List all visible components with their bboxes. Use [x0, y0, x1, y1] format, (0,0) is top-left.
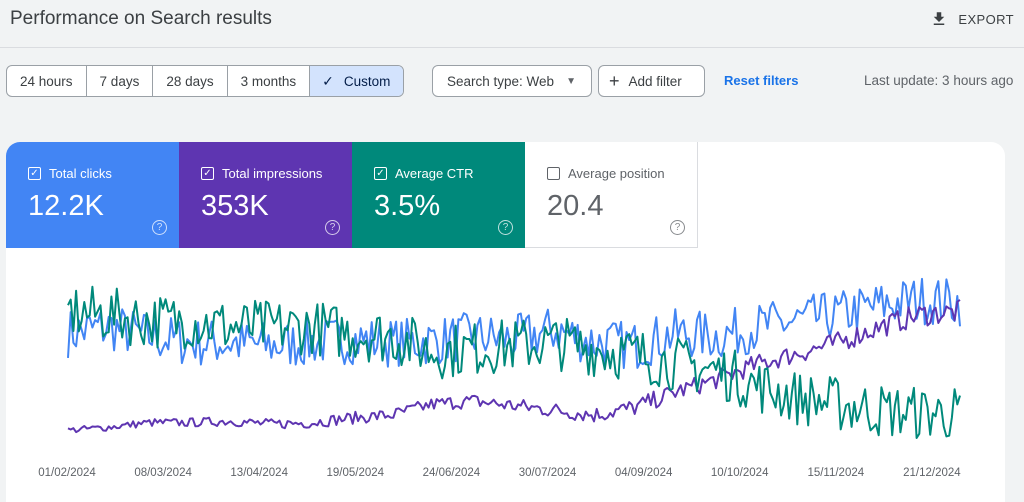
range-28-days[interactable]: 28 days	[153, 66, 228, 96]
export-button[interactable]: EXPORT	[930, 8, 1014, 30]
checkbox-unchecked-icon[interactable]	[547, 167, 560, 180]
x-tick-label: 10/10/2024	[711, 467, 769, 479]
caret-down-icon: ▼	[566, 75, 576, 87]
metric-value: 353K	[201, 190, 269, 222]
search-type-dropdown[interactable]: Search type: Web ▼	[432, 65, 592, 97]
plus-icon: +	[609, 71, 620, 91]
help-icon[interactable]: ?	[498, 220, 513, 235]
range-label: 7 days	[99, 73, 140, 89]
series-line-average-ctr	[67, 285, 961, 439]
download-icon	[934, 12, 945, 25]
export-label: EXPORT	[958, 11, 1014, 27]
performance-card: ✓ Total clicks 12.2K ? ✓ Total impressions…	[6, 142, 1005, 502]
x-tick-label: 24/06/2024	[423, 467, 481, 479]
range-custom[interactable]: ✓ Custom	[310, 66, 404, 96]
range-24-hours[interactable]: 24 hours	[7, 66, 87, 96]
x-tick-label: 30/07/2024	[519, 467, 577, 479]
help-icon[interactable]: ?	[325, 220, 340, 235]
help-icon[interactable]: ?	[152, 220, 167, 235]
check-icon: ✓	[322, 72, 334, 89]
range-label: 28 days	[166, 73, 214, 89]
metric-tile-total-impressions[interactable]: ✓ Total impressions 353K ?	[179, 142, 352, 248]
range-3-months[interactable]: 3 months	[228, 66, 311, 96]
metric-value: 3.5%	[374, 190, 441, 222]
range-label: Custom	[343, 73, 391, 89]
x-tick-label: 04/09/2024	[615, 467, 673, 479]
search-type-label: Search type: Web	[447, 73, 555, 89]
metric-tile-average-ctr[interactable]: ✓ Average CTR 3.5% ?	[352, 142, 525, 248]
metric-value: 12.2K	[28, 190, 104, 222]
x-tick-label: 01/02/2024	[38, 467, 96, 479]
metric-label: Average position	[568, 166, 665, 181]
range-label: 24 hours	[20, 73, 73, 89]
checkbox-checked-icon[interactable]: ✓	[374, 167, 387, 180]
metric-label: Total impressions	[222, 166, 323, 181]
x-tick-label: 13/04/2024	[230, 467, 288, 479]
x-tick-label: 21/12/2024	[903, 467, 961, 479]
metric-tile-total-clicks[interactable]: ✓ Total clicks 12.2K ?	[6, 142, 179, 248]
metric-label: Total clicks	[49, 166, 112, 181]
range-7-days[interactable]: 7 days	[87, 66, 154, 96]
checkbox-checked-icon[interactable]: ✓	[28, 167, 41, 180]
x-tick-label: 08/03/2024	[134, 467, 192, 479]
help-icon[interactable]: ?	[670, 220, 685, 235]
metric-tiles: ✓ Total clicks 12.2K ? ✓ Total impressions…	[6, 142, 698, 248]
performance-chart: 01/02/2024 08/03/2024 13/04/2024 19/05/2024…	[38, 277, 961, 479]
add-filter-button[interactable]: + Add filter	[598, 65, 705, 97]
filter-toolbar: 24 hours 7 days 28 days 3 months ✓ Custom…	[0, 64, 1024, 98]
x-tick-label: 15/11/2024	[807, 467, 864, 479]
date-range-selector: 24 hours 7 days 28 days 3 months ✓ Custom	[6, 65, 405, 97]
x-tick-label: 19/05/2024	[327, 467, 385, 479]
reset-filters-link[interactable]: Reset filters	[724, 73, 799, 88]
page-title: Performance on Search results	[10, 8, 272, 29]
metric-tile-average-position[interactable]: Average position 20.4 ?	[525, 142, 698, 248]
add-filter-label: Add filter	[628, 73, 682, 89]
metric-label: Average CTR	[395, 166, 474, 181]
last-update-text: Last update: 3 hours ago	[864, 73, 1014, 88]
metric-value: 20.4	[547, 190, 604, 222]
range-label: 3 months	[240, 73, 297, 89]
series-line-total-impressions	[67, 299, 961, 434]
page-header: Performance on Search results EXPORT	[0, 0, 1024, 48]
checkbox-checked-icon[interactable]: ✓	[201, 167, 214, 180]
